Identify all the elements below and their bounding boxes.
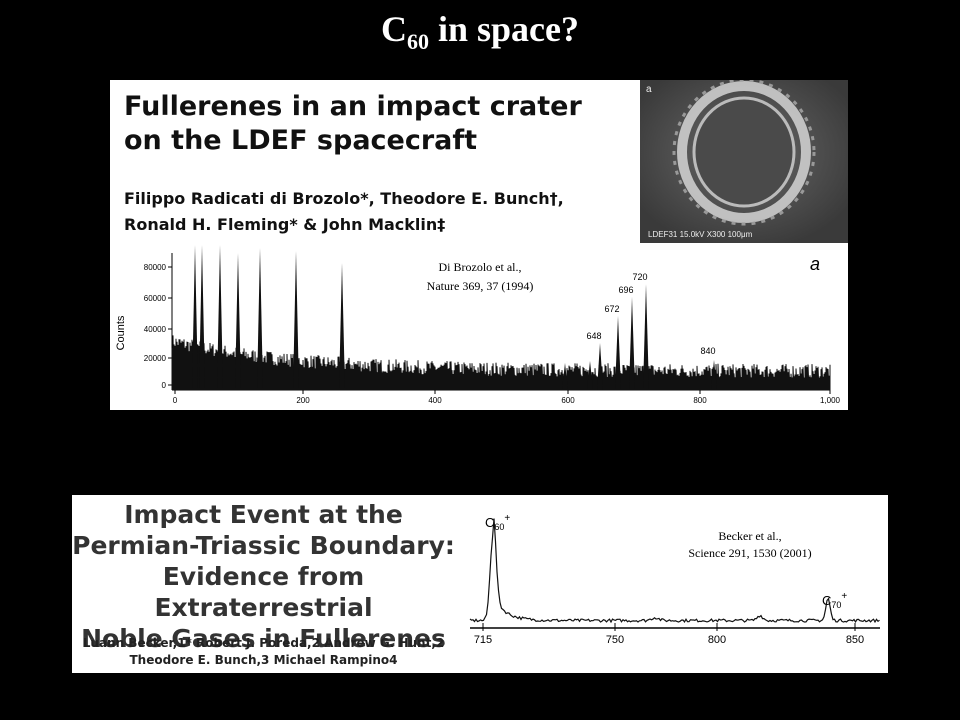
x-tick-label: 0 xyxy=(173,396,178,405)
peak-label: 840 xyxy=(700,346,715,356)
author-line: Theodore E. Bunch,3 Michael Rampino4 xyxy=(129,653,398,667)
citation-line: Nature 369, 37 (1994) xyxy=(427,279,534,293)
authors: Filippo Radicati di Brozolo*, Theodore E… xyxy=(124,186,564,238)
peak-label: 696 xyxy=(618,285,633,295)
micrograph-caption: LDEF31 15.0kV X300 100μm xyxy=(648,230,753,239)
peak-label-base: C xyxy=(822,593,831,608)
title-subscript: 60 xyxy=(406,29,429,54)
heading-line: Fullerenes in an impact crater xyxy=(124,91,582,122)
slide-title: C60 in space? xyxy=(0,8,960,55)
spectrum-peak xyxy=(711,360,717,390)
x-tick-label: 850 xyxy=(846,634,864,646)
y-tick-label: 0 xyxy=(162,381,167,390)
x-tick-label: 600 xyxy=(561,396,575,405)
heading-line: on the LDEF spacecraft xyxy=(124,125,478,156)
spectrum-peak xyxy=(615,316,621,390)
peak-label-sup: + xyxy=(504,513,510,524)
panel-label: a xyxy=(810,254,820,274)
spectrum-peak xyxy=(257,248,263,390)
x-tick-label: 200 xyxy=(296,396,310,405)
peak-label: 648 xyxy=(586,331,601,341)
x-tick-label: 800 xyxy=(693,396,707,405)
y-tick-label: 40000 xyxy=(144,325,167,334)
y-tick-label: 60000 xyxy=(144,294,167,303)
spectrum-peak xyxy=(192,245,198,390)
author-line: Ronald H. Fleming* & John Macklin‡ xyxy=(124,215,446,234)
heading: Fullerenes in an impact crater on the LD… xyxy=(124,90,582,158)
mass-spectrum: Becker et al., Science 291, 1530 (2001) … xyxy=(455,495,888,673)
spectrum-peak xyxy=(587,361,593,390)
heading-line: Evidence from Extraterrestrial xyxy=(154,562,373,622)
peak-label-base: C xyxy=(485,515,494,530)
spectrum-peak xyxy=(643,284,649,390)
spectrum-peak xyxy=(199,245,205,390)
heading-line: Noble Gases in Fullerenes xyxy=(81,624,446,653)
peak-label-sub: 70 xyxy=(831,600,841,610)
peak-label: 672 xyxy=(604,304,619,314)
spectrum-peak xyxy=(629,297,635,390)
heading-line: Impact Event at the xyxy=(124,500,403,529)
spectrum-trace xyxy=(469,518,880,624)
heading: Impact Event at the Permian-Triassic Bou… xyxy=(72,499,455,654)
x-tick-label: 1,000 xyxy=(820,396,841,405)
authors: Luann Becker,1* Robert J. Poreda,2 Andre… xyxy=(72,635,455,669)
citation-line: Becker et al., xyxy=(718,529,781,543)
x-tick-label: 800 xyxy=(708,634,726,646)
x-tick-label: 400 xyxy=(428,396,442,405)
author-line: Luann Becker,1* Robert J. Poreda,2 Andre… xyxy=(82,636,445,650)
x-tick-label: 715 xyxy=(474,634,492,646)
micrograph: a LDEF31 15.0kV X300 100μm xyxy=(640,80,848,243)
heading-line: Permian-Triassic Boundary: xyxy=(72,531,455,560)
paper-header: Impact Event at the Permian-Triassic Bou… xyxy=(72,495,455,673)
y-tick-label: 80000 xyxy=(144,263,167,272)
spectrum-peak xyxy=(217,245,223,390)
spectrum-trace xyxy=(171,335,831,391)
peak-label: C70+ xyxy=(822,591,847,610)
y-axis-label: Counts xyxy=(115,315,127,350)
y-tick-label: 20000 xyxy=(144,354,167,363)
mass-spectrum: Counts a Di Brozolo et al., Nature 369, … xyxy=(110,243,848,410)
peak-label: 720 xyxy=(632,272,647,282)
spectrum-peak xyxy=(235,253,241,390)
paper-header: Fullerenes in an impact crater on the LD… xyxy=(110,80,640,243)
author-line: Filippo Radicati di Brozolo*, Theodore E… xyxy=(124,189,564,208)
spectrum-peak xyxy=(339,263,345,390)
x-tick-label: 750 xyxy=(606,634,624,646)
citation-line: Di Brozolo et al., xyxy=(439,260,522,274)
peak-label-sup: + xyxy=(841,591,847,602)
spectrum-peak xyxy=(562,363,568,390)
peak-label: C60+ xyxy=(485,513,510,532)
spectrum-peak xyxy=(293,251,299,390)
citation-line: Science 291, 1530 (2001) xyxy=(688,546,811,560)
spectrum-peak xyxy=(597,343,603,390)
title-base: C xyxy=(380,9,407,49)
peak-label-sub: 60 xyxy=(494,522,504,532)
title-rest: in space? xyxy=(437,9,579,49)
micrograph-label: a xyxy=(646,84,652,95)
